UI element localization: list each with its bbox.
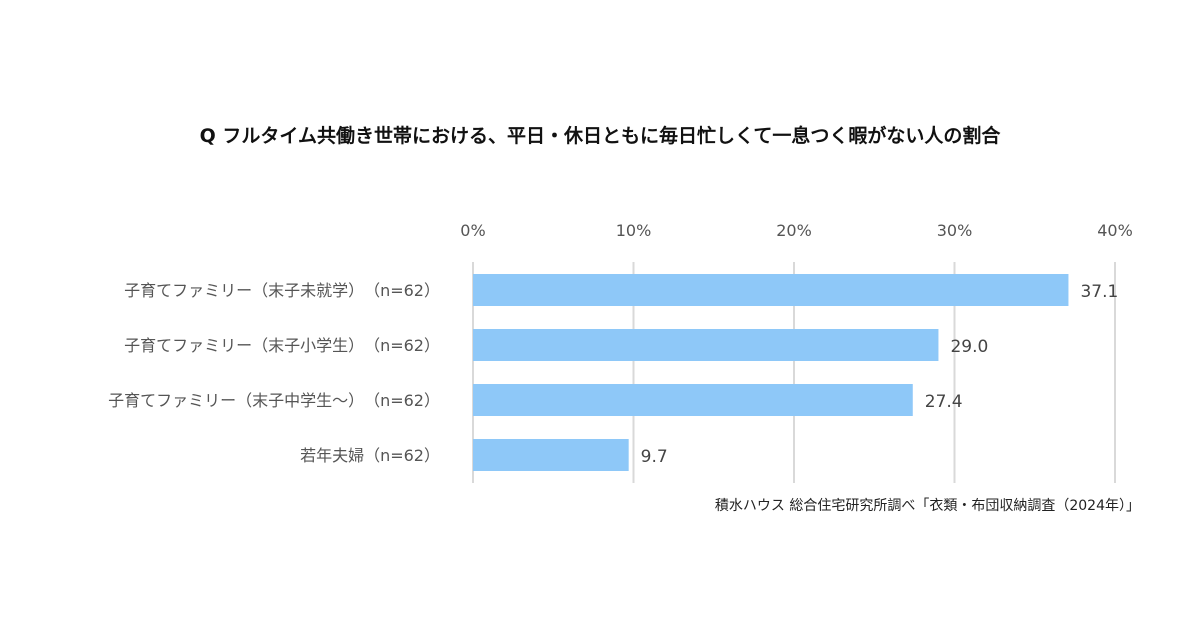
category-label: 若年夫婦（n=62） bbox=[300, 446, 440, 465]
value-labels: 37.1 29.0 27.4 9.7 bbox=[641, 282, 1119, 467]
value-label: 37.1 bbox=[1080, 282, 1118, 302]
category-label: 子育てファミリー（末子中学生～） （n=62） bbox=[108, 391, 440, 410]
value-label: 9.7 bbox=[641, 447, 668, 467]
category-label: 子育てファミリー（末子小学生） （n=62） bbox=[124, 336, 440, 355]
chart-title: Q フルタイム共働き世帯における、平日・休日ともに毎日忙しくて一息つく暇がない人… bbox=[200, 124, 1002, 147]
bar bbox=[473, 384, 913, 416]
x-tick-label: 10% bbox=[616, 221, 652, 240]
bar bbox=[473, 274, 1069, 306]
bars bbox=[473, 274, 1069, 471]
x-axis-ticks: 0% 10% 20% 30% 40% bbox=[460, 221, 1132, 240]
x-tick-label: 0% bbox=[460, 221, 485, 240]
x-tick-label: 40% bbox=[1097, 221, 1133, 240]
value-label: 29.0 bbox=[950, 337, 988, 357]
source-note: 積水ハウス 総合住宅研究所調べ「衣類・布団収納調査（2024年）」 bbox=[715, 498, 1140, 514]
x-tick-label: 30% bbox=[937, 221, 973, 240]
category-labels: 子育てファミリー（末子未就学） （n=62） 子育てファミリー（末子小学生） （n… bbox=[108, 281, 440, 465]
category-label: 子育てファミリー（末子未就学） （n=62） bbox=[124, 281, 440, 300]
value-label: 27.4 bbox=[925, 392, 963, 412]
x-tick-label: 20% bbox=[776, 221, 812, 240]
bar bbox=[473, 329, 939, 361]
bar bbox=[473, 439, 629, 471]
